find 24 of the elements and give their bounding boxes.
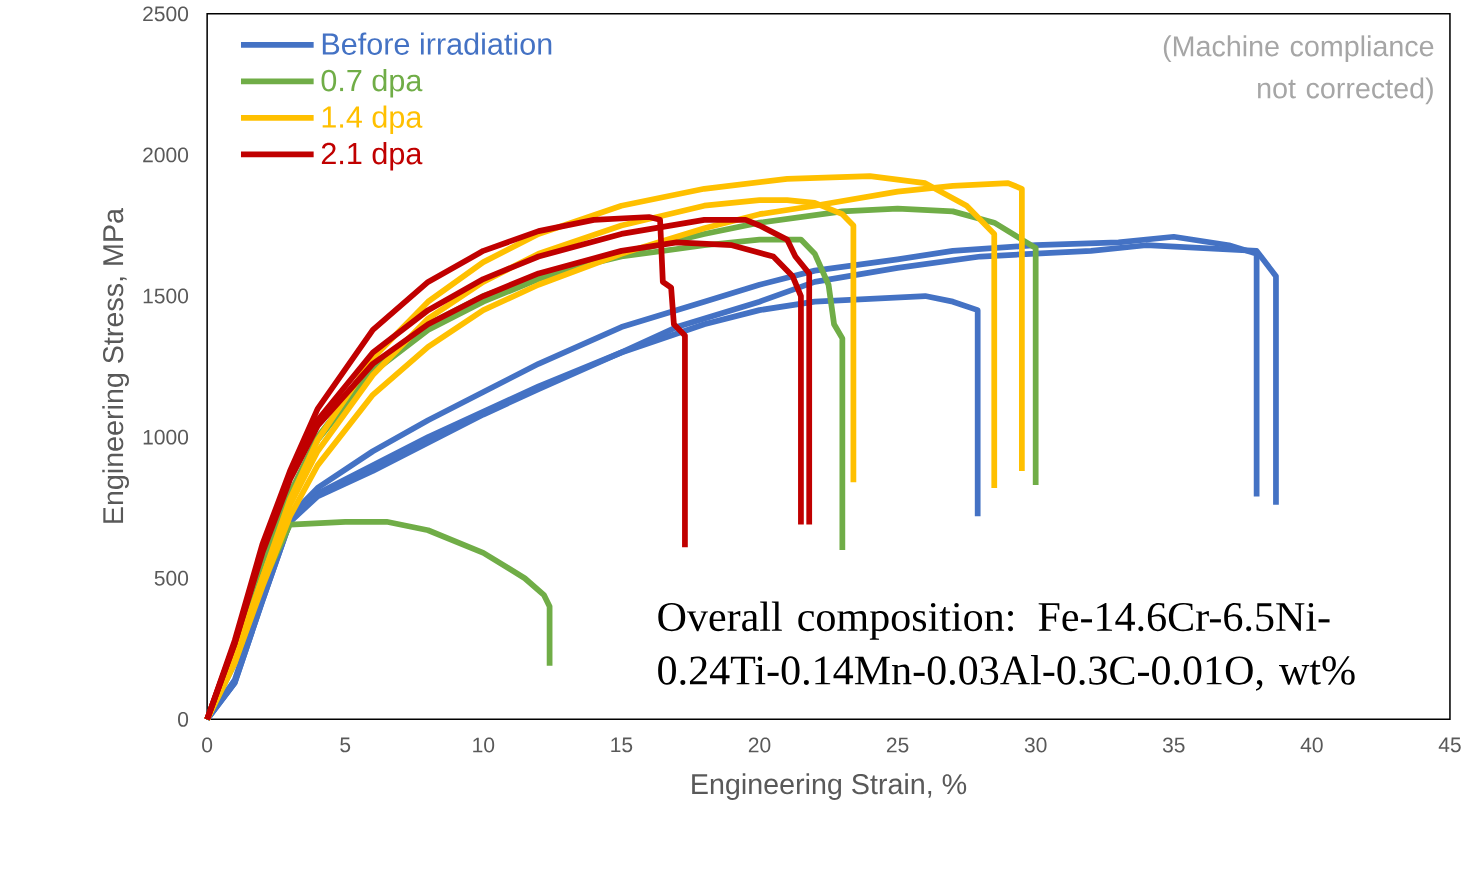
legend-label: 1.4 dpa <box>322 105 423 134</box>
x-tick-label: 0 <box>202 737 213 753</box>
x-tick-label: 30 <box>1024 737 1047 753</box>
y-tick-label: 1500 <box>143 288 189 304</box>
y-tick-label: 500 <box>154 570 189 586</box>
x-tick-label: 35 <box>1162 737 1185 753</box>
x-tick-label: 5 <box>340 737 351 753</box>
x-axis-title: Engineering Strain, % <box>692 773 967 800</box>
legend-label: Before irradiation <box>322 32 552 55</box>
y-axis-title: Engineering Stress, MPa <box>102 208 129 523</box>
y-tick-label: 2000 <box>143 147 189 163</box>
legend-label: 0.7 dpa <box>321 68 423 98</box>
y-tick-label: 0 <box>178 711 189 727</box>
annotation: (Machine compliance not corrected) <box>1163 35 1434 105</box>
y-tick-label: 1000 <box>143 429 189 445</box>
x-tick-label: 40 <box>1300 737 1323 753</box>
x-tick-label: 25 <box>886 737 909 753</box>
x-tick-label: 10 <box>473 737 495 753</box>
legend-label: 2.1 dpa <box>321 141 423 171</box>
annotation: Overall composition: Fe-14.6Cr-6.5Ni-0.24Ti-0.14Mn-0.03Al-0.3C-0.01O, wt% <box>658 601 1355 691</box>
x-tick-label: 15 <box>611 737 633 753</box>
x-tick-label: 45 <box>1438 737 1461 753</box>
x-tick-label: 20 <box>748 737 771 753</box>
y-tick-label: 2500 <box>143 6 189 22</box>
